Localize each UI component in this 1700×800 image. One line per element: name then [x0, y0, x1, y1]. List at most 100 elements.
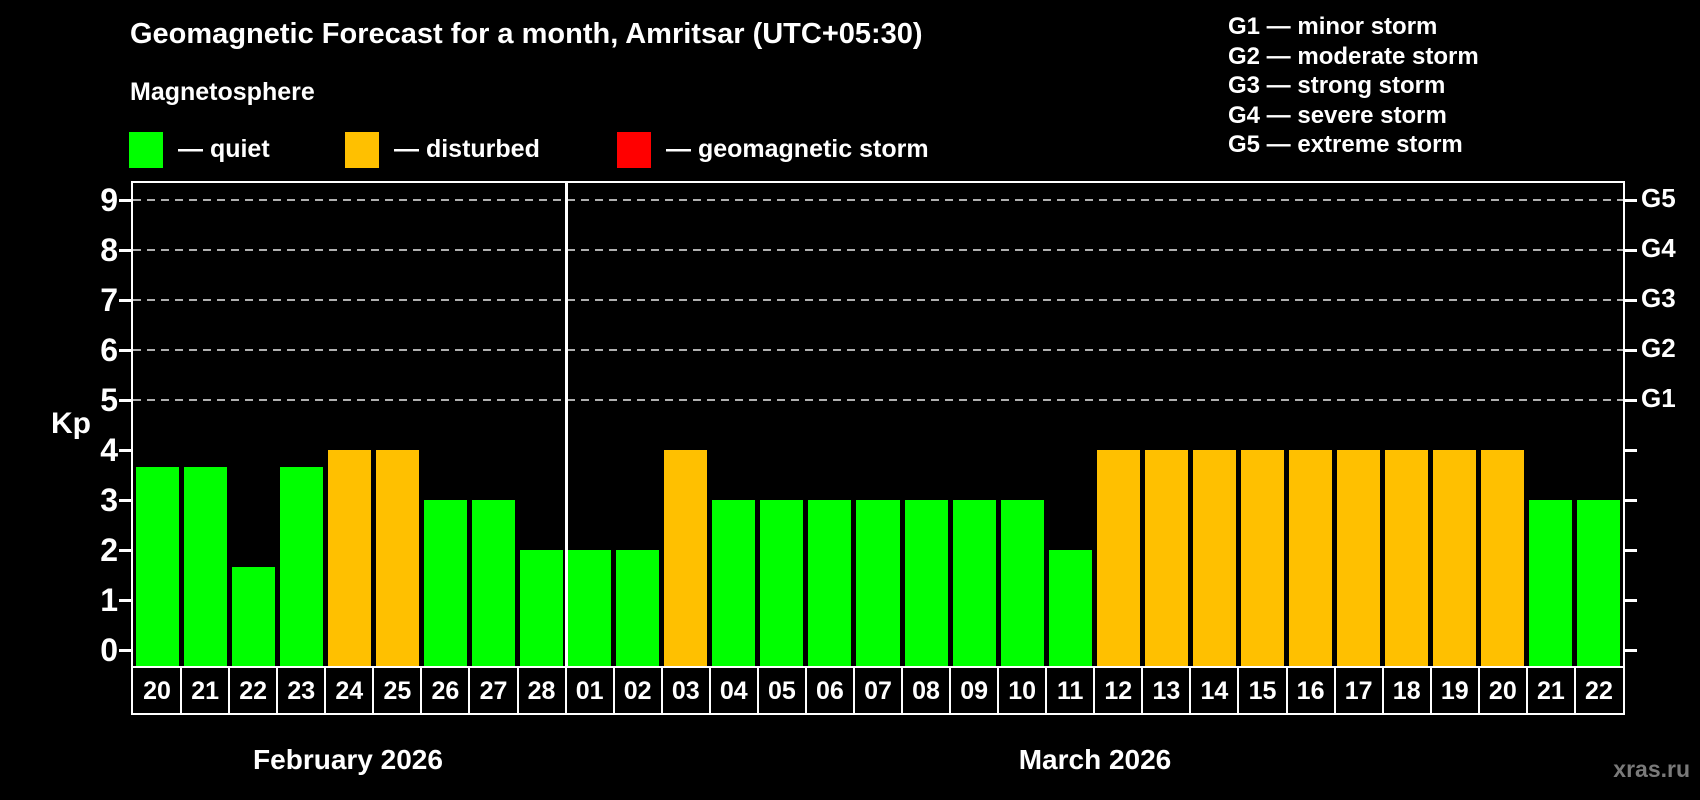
y-axis-tick: [119, 348, 131, 352]
y-axis-label: Kp: [51, 407, 91, 440]
date-label: 24: [335, 677, 364, 705]
date-cell-separator: [708, 668, 711, 713]
date-cell-separator: [180, 668, 183, 713]
date-label: 20: [143, 677, 171, 705]
date-label: 06: [816, 677, 844, 705]
kp-bar-day-13: [1144, 450, 1188, 666]
date-cell-separator: [901, 668, 904, 713]
date-cell-separator: [372, 668, 375, 713]
date-label: 21: [191, 677, 219, 705]
kp-bar-day-04: [712, 500, 756, 666]
kp-bar-day-28: [520, 550, 564, 666]
month-label-march: March 2026: [1018, 744, 1172, 775]
kp-bar-day-21: [183, 466, 227, 666]
right-axis-tick: [1625, 298, 1637, 302]
y-tick-label: 7: [100, 282, 118, 318]
date-cell-separator: [756, 668, 759, 713]
kp-bar-day-17: [1337, 450, 1381, 666]
legend-swatch-disturbed-icon: [345, 132, 379, 168]
y-axis-tick: [119, 398, 131, 402]
month-label-february: February 2026: [253, 744, 443, 775]
kp-bar-day-21: [1529, 500, 1573, 666]
kp-bar-day-24: [327, 450, 371, 666]
date-cell-separator: [1141, 668, 1144, 713]
legend-label-disturbed: — disturbed: [394, 135, 540, 163]
date-label: 15: [1248, 677, 1277, 705]
kp-bar-day-08: [904, 500, 948, 666]
y-axis-tick: [119, 598, 131, 602]
storm-scale-item: G5 — extreme storm: [1228, 131, 1463, 158]
date-label: 11: [1057, 677, 1084, 705]
date-cell-separator: [1477, 668, 1480, 713]
y-axis-tick: [119, 548, 131, 552]
status-legend: — quiet — disturbed — geomagnetic storm: [0, 132, 1700, 172]
kp-bar-day-26: [423, 500, 467, 666]
date-cell-separator: [228, 668, 231, 713]
kp-bar-day-06: [808, 500, 852, 666]
date-cell-separator: [1237, 668, 1240, 713]
date-label: 23: [287, 677, 316, 705]
page-title: Geomagnetic Forecast for a month, Amrits…: [130, 18, 923, 50]
kp-bar-day-23: [279, 466, 323, 666]
date-label: 07: [864, 677, 892, 705]
y-tick-label: 1: [100, 582, 118, 618]
date-cell-separator: [612, 668, 615, 713]
kp-bar-day-07: [856, 500, 900, 666]
storm-scale-item: G3 — strong storm: [1228, 72, 1446, 99]
date-cell-separator: [852, 668, 855, 713]
right-axis-tick: [1625, 348, 1637, 352]
date-cell-separator: [1093, 668, 1096, 713]
date-label: 04: [719, 677, 748, 705]
storm-scale-legend: G1 — minor storm G2 — moderate storm G3 — …: [1228, 12, 1479, 160]
date-label: 14: [1200, 677, 1229, 705]
kp-bar-day-25: [375, 450, 419, 666]
date-cell-separator: [564, 668, 567, 713]
y-tick-label: 9: [100, 182, 118, 218]
g-level-label-g2: G2: [1641, 333, 1676, 363]
legend-swatch-quiet-icon: [129, 132, 163, 168]
right-axis-tick: [1625, 248, 1637, 252]
date-cell-separator: [949, 668, 952, 713]
date-cell-separator: [804, 668, 807, 713]
storm-scale-item: G1 — minor storm: [1228, 13, 1438, 40]
date-label: 05: [767, 677, 796, 705]
date-cell-separator: [1573, 668, 1576, 713]
kp-bar-day-20: [1481, 450, 1525, 666]
kp-bar-day-16: [1289, 450, 1333, 666]
y-axis-tick: [119, 298, 131, 302]
y-tick-label: 8: [100, 232, 118, 268]
date-label: 01: [575, 677, 604, 705]
y-axis-tick: [119, 198, 131, 202]
date-label: 22: [1585, 677, 1613, 705]
date-cell-separator: [276, 668, 279, 713]
g-level-label-g3: G3: [1641, 283, 1676, 313]
date-cell-separator: [420, 668, 423, 713]
date-label: 25: [383, 677, 412, 705]
kp-bar-day-03: [664, 450, 708, 666]
legend-label-storm: — geomagnetic storm: [666, 135, 929, 163]
kp-bar-day-10: [1000, 500, 1044, 666]
date-label: 09: [960, 677, 989, 705]
date-axis-row: 20 21 22 23 24 25 26 27 28 01 02 03 04 05 06 07 08 09 10 11…: [131, 666, 1625, 715]
kp-bar-day-27: [471, 500, 515, 666]
date-cell-separator: [1333, 668, 1336, 713]
kp-bar-day-18: [1385, 450, 1429, 666]
date-label: 02: [623, 677, 652, 705]
plot-area: [131, 181, 1625, 668]
kp-bar-day-22: [231, 566, 275, 666]
date-cell-separator: [468, 668, 471, 713]
date-label: 20: [1488, 677, 1517, 705]
date-label: 18: [1392, 677, 1421, 705]
date-cell-separator: [324, 668, 327, 713]
magnetosphere-subtitle: Magnetosphere: [130, 78, 315, 106]
y-tick-label: 0: [100, 632, 118, 668]
watermark: xras.ru: [1613, 756, 1690, 782]
date-cell-separator: [1189, 668, 1192, 713]
storm-scale-item: G4 — severe storm: [1228, 101, 1447, 129]
y-tick-label: 6: [100, 332, 118, 368]
right-axis-tick: [1625, 548, 1637, 552]
date-label: 19: [1440, 677, 1469, 705]
legend-label-quiet: — quiet: [178, 135, 270, 163]
date-cell-separator: [1429, 668, 1432, 713]
